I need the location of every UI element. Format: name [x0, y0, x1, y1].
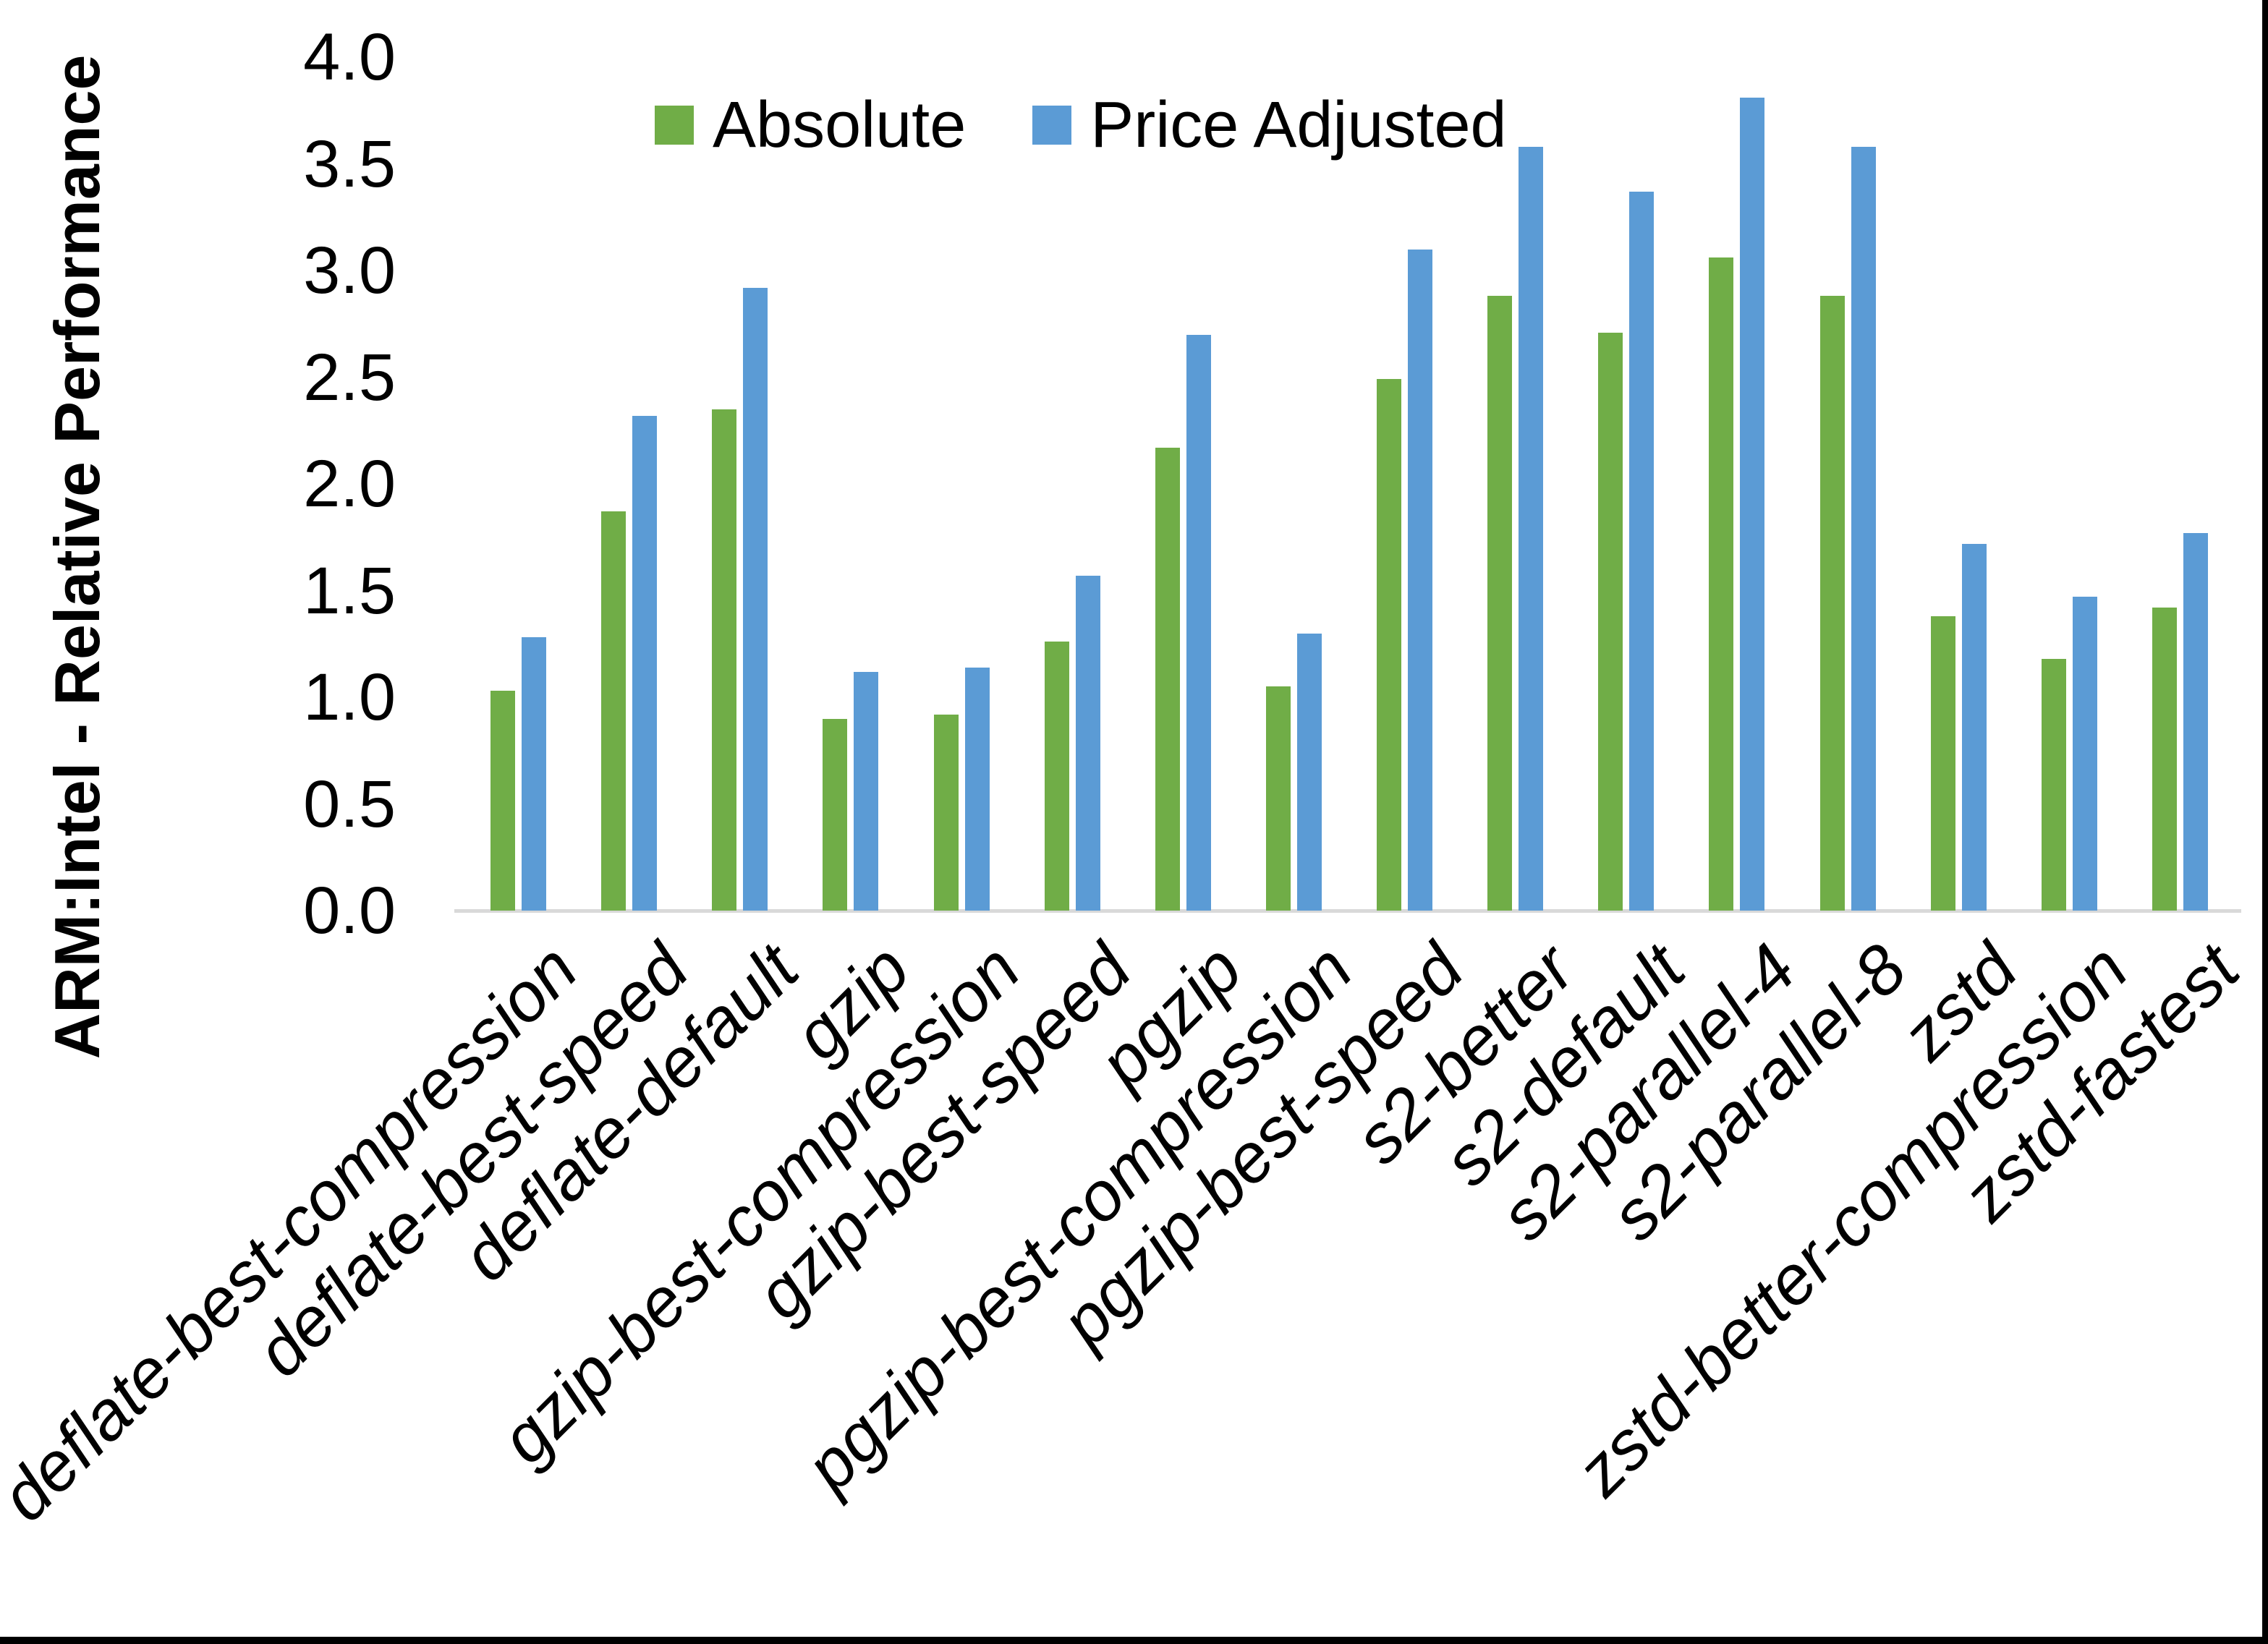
bar-price-adjusted-zstd	[1961, 543, 1987, 911]
bar-price-adjusted-gzip	[854, 671, 879, 911]
bar-absolute-zstd	[1930, 616, 1955, 911]
bar-price-adjusted-s2-better	[1519, 146, 1544, 911]
bar-absolute-gzip	[823, 718, 848, 911]
bar-price-adjusted-deflate-best-compression	[522, 637, 547, 911]
legend-label-absolute: Absolute	[713, 89, 967, 161]
bar-absolute-s2-default	[1598, 332, 1623, 911]
bar-absolute-s2-parallel-4	[1709, 257, 1734, 911]
bar-price-adjusted-deflate-best-speed	[632, 415, 658, 911]
bar-absolute-pgzip-best-speed	[1377, 379, 1402, 911]
bar-price-adjusted-pgzip-best-speed	[1408, 249, 1433, 911]
y-tick-0.0: 0.0	[303, 874, 396, 947]
bar-price-adjusted-s2-parallel-8	[1851, 146, 1876, 911]
bar-price-adjusted-pgzip-best-compression	[1296, 633, 1322, 911]
bar-price-adjusted-gzip-best-speed	[1075, 575, 1100, 911]
bar-price-adjusted-s2-default	[1629, 191, 1655, 911]
bar-absolute-s2-parallel-8	[1819, 296, 1845, 911]
bar-absolute-zstd-fastest	[2152, 608, 2177, 911]
y-tick-2.0: 2.0	[303, 447, 396, 521]
y-tick-3.0: 3.0	[303, 234, 396, 307]
bar-absolute-pgzip-best-compression	[1265, 686, 1291, 911]
bar-absolute-s2-better	[1487, 296, 1513, 911]
bar-absolute-pgzip	[1155, 447, 1180, 911]
legend: Absolute Price Adjusted	[655, 93, 1507, 158]
bar-price-adjusted-zstd-better-compression	[2072, 597, 2097, 911]
bar-absolute-deflate-default	[712, 409, 737, 911]
bar-price-adjusted-deflate-default	[743, 287, 768, 911]
bar-absolute-gzip-best-compression	[933, 714, 959, 911]
bar-price-adjusted-s2-parallel-4	[1740, 98, 1765, 911]
y-tick-0.5: 0.5	[303, 767, 396, 841]
bar-price-adjusted-zstd-fastest	[2183, 532, 2208, 911]
right-border	[2262, 0, 2268, 1644]
y-tick-1.0: 1.0	[303, 660, 396, 734]
legend-swatch-absolute	[655, 106, 694, 145]
legend-swatch-price-adjusted	[1032, 106, 1072, 145]
y-tick-4.0: 4.0	[303, 20, 396, 94]
bar-absolute-zstd-better-compression	[2041, 658, 2066, 911]
bottom-border	[0, 1637, 2268, 1644]
bar-absolute-deflate-best-compression	[490, 691, 516, 911]
bar-absolute-deflate-best-speed	[601, 511, 627, 911]
legend-label-price-adjusted: Price Adjusted	[1090, 89, 1507, 161]
bar-price-adjusted-pgzip	[1186, 334, 1211, 911]
y-tick-1.5: 1.5	[303, 553, 396, 628]
x-axis-line	[454, 909, 2241, 913]
y-tick-3.5: 3.5	[303, 127, 396, 201]
bar-price-adjusted-gzip-best-compression	[964, 667, 990, 911]
bar-absolute-gzip-best-speed	[1044, 642, 1069, 911]
y-tick-2.5: 2.5	[303, 340, 396, 414]
